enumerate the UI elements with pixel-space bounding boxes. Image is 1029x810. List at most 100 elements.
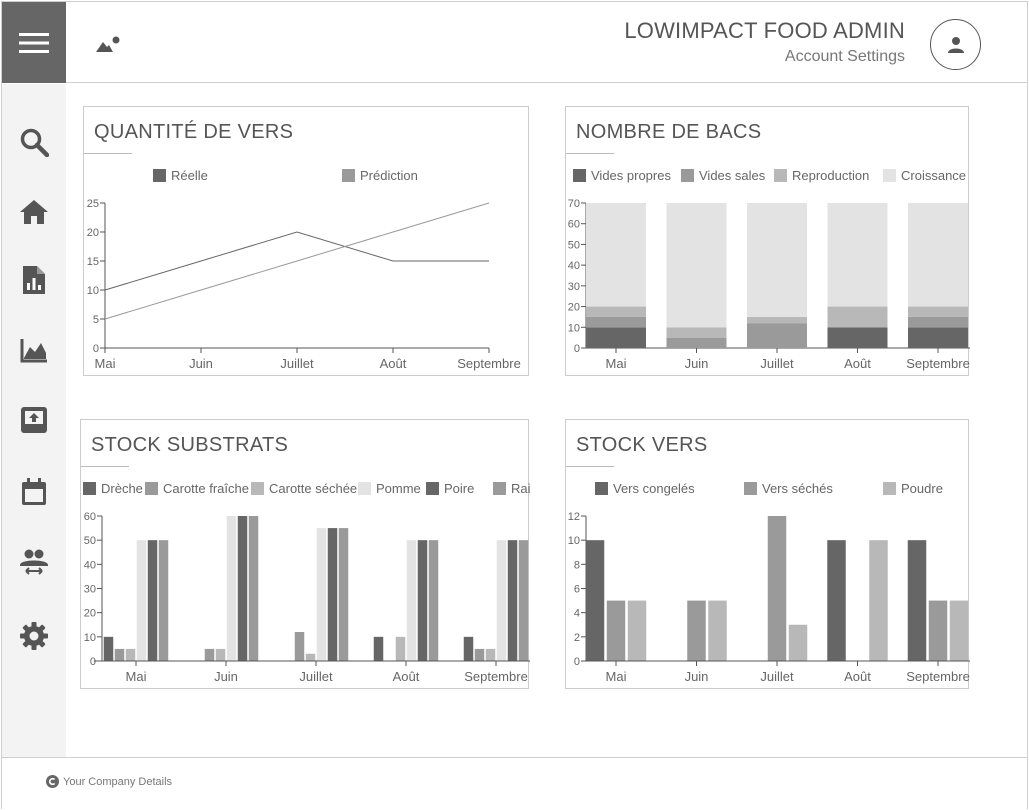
legend-swatch [493,482,506,495]
legend-label: Poire [444,481,474,496]
x-tick-label: Juillet [760,669,794,684]
bar-segment [586,327,646,348]
x-tick-label: Mai [606,356,627,371]
legend-label: Vers séchés [762,481,833,496]
bar-segment [908,306,968,317]
y-tick-label: 4 [574,608,580,620]
sidebar-item-calendar[interactable] [2,467,66,517]
legend-swatch [681,169,694,182]
stacked-bar-chart: Vides propres Vides sales Reproduction Croi… [568,168,970,371]
chart-title: STOCK SUBSTRATS [91,434,289,456]
sidebar-item-reports[interactable] [2,255,66,305]
sidebar-item-home[interactable] [2,187,66,237]
legend-label: Croissance [901,168,966,183]
bar-segment [747,323,807,348]
x-tick-label: Juillet [299,669,333,684]
bar [949,600,969,661]
title-block: LOWIMPACT FOOD ADMIN Account Settings [624,18,905,66]
x-tick-label: Septembre [906,669,970,684]
x-tick-label: Juin [685,356,709,371]
legend-swatch [883,482,896,495]
legend-swatch [883,169,896,182]
y-tick-label: 10 [84,632,96,644]
y-tick-label: 30 [568,281,580,293]
y-tick-label: 12 [568,511,580,523]
x-tick-label: Mai [126,669,147,684]
x-tick-label: Août [393,669,420,684]
users-icon [20,549,48,575]
y-tick-label: 60 [84,511,96,523]
x-tick-label: Août [844,356,871,371]
sidebar-item-search[interactable] [2,117,66,167]
sidebar-item-upload[interactable] [2,395,66,445]
bar [204,648,215,661]
gear-icon [20,622,48,650]
sidebar-item-users[interactable] [2,537,66,587]
sidebar-item-settings[interactable] [2,611,66,661]
bar [767,516,787,661]
bar [316,528,327,661]
bar [827,540,846,661]
legend-label: Carotte séchée [269,481,357,496]
report-icon [23,266,45,294]
y-tick-label: 5 [93,314,99,326]
title-underline [81,466,129,467]
series-line [104,202,490,320]
bar-segment [666,327,727,338]
x-tick-label: Septembre [906,356,970,371]
y-tick-label: 30 [84,584,96,596]
footer-company[interactable]: Your Company Details [46,775,172,788]
chart-icon [20,339,47,363]
y-tick-label: 50 [568,239,580,251]
legend-swatch [342,169,355,182]
bar [708,600,727,661]
y-tick-label: 10 [568,535,580,547]
bar-segment [666,203,727,328]
user-icon [947,36,964,53]
bar [136,540,147,661]
sidebar-item-analytics[interactable] [2,325,66,375]
bar-segment [747,316,807,324]
x-tick-label: Mai [95,356,116,371]
y-tick-label: 0 [90,656,96,668]
footer: Your Company Details [2,757,1027,809]
card-quantite-vers: QUANTITÉ DE VERS Réelle Prédiction 0 5 10 15 2… [83,106,529,376]
bar [585,540,605,661]
bar [907,540,927,661]
y-tick-label: 2 [574,632,580,644]
x-tick-label: Juillet [760,356,794,371]
y-tick-label: 40 [568,260,580,272]
menu-button[interactable] [2,2,66,83]
bar [496,540,507,661]
legend-label: Reproduction [792,168,869,183]
bar [485,648,496,661]
bar [248,516,259,661]
bar [474,648,485,661]
user-avatar-button[interactable] [930,19,981,70]
bar [103,636,114,661]
x-tick-label: Juin [214,669,238,684]
x-tick-label: Août [844,669,871,684]
account-settings-link[interactable]: Account Settings [784,48,905,65]
x-tick-label: Mai [606,669,627,684]
legend-swatch [251,482,264,495]
landscape-logo-icon [96,36,120,52]
legend-swatch [774,169,787,182]
y-tick-label: 8 [574,559,580,571]
chart-title: NOMBRE DE BACS [576,121,762,143]
y-tick-label: 20 [87,227,99,239]
legend-swatch [595,482,608,495]
card-stock-vers: STOCK VERS Vers congelés Vers séchés Poudr… [565,419,970,689]
bar [687,600,706,661]
legend-swatch [153,169,166,182]
x-tick-label: Septembre [457,356,521,371]
bar [294,632,305,661]
bar-segment [666,337,727,348]
app-title: LOWIMPACT FOOD ADMIN [624,18,905,43]
top-header: LOWIMPACT FOOD ADMIN Account Settings [2,2,1027,83]
legend-swatch [744,482,757,495]
legend-swatch [145,482,158,495]
bar [114,648,125,661]
legend-label: Carotte fraîche [163,481,249,496]
